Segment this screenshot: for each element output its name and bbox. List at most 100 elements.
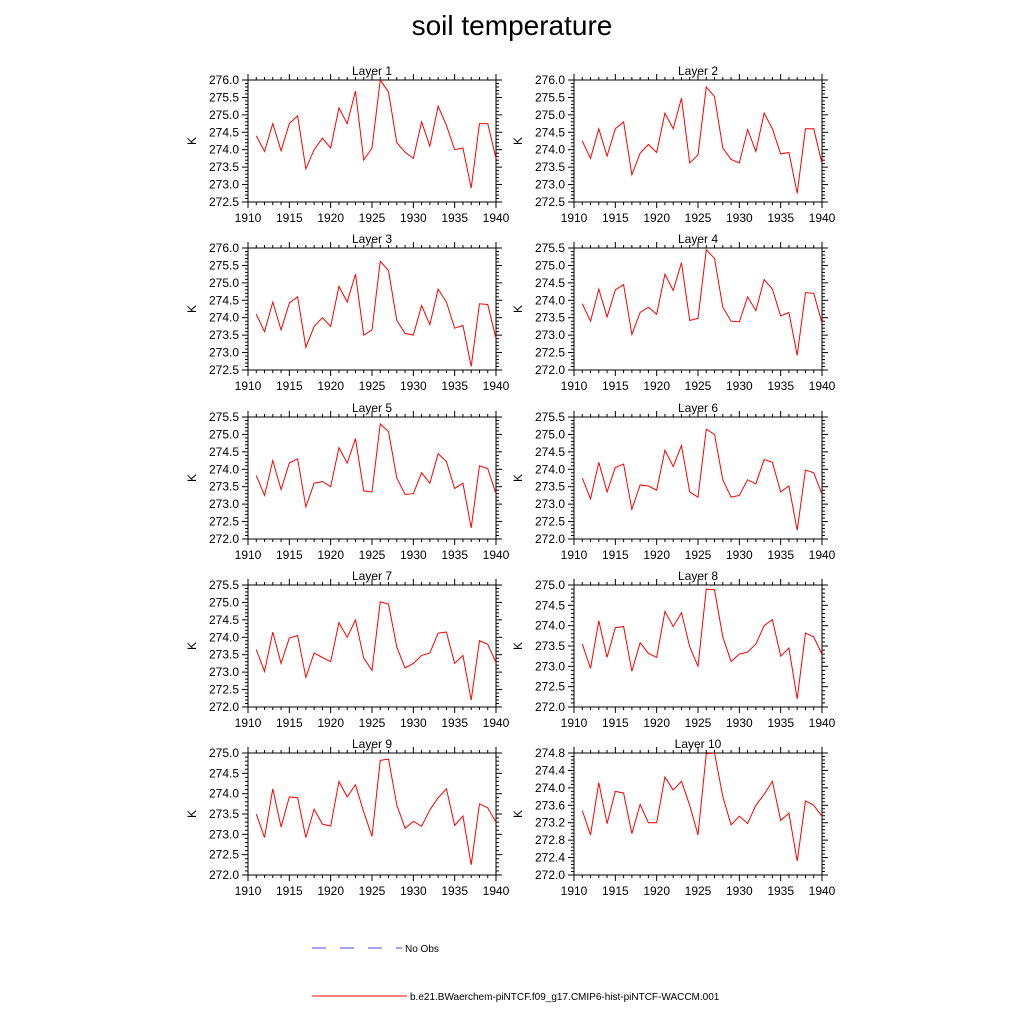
x-tick-label: 1930 <box>400 716 427 730</box>
y-tick-label: 275.5 <box>209 258 239 272</box>
y-tick-label: 273.0 <box>535 659 565 673</box>
y-tick-label: 274.0 <box>535 293 565 307</box>
series-line <box>255 601 497 701</box>
y-axis-label: K <box>185 474 199 482</box>
panel-layer-1: Layer 1 K 1910 1915 1920 1925 1930 1935 1940 272.… <box>185 64 510 225</box>
panel-title: Layer 4 <box>678 232 718 246</box>
x-tick-label: 1940 <box>483 211 510 225</box>
x-tick-label: 1920 <box>317 884 344 898</box>
panel-layer-3: Layer 3 K 1910 1915 1920 1925 1930 1935 1940 272.… <box>185 232 510 393</box>
y-tick-label: 272.5 <box>535 680 565 694</box>
x-tick-label: 1935 <box>441 379 468 393</box>
x-tick-label: 1925 <box>359 379 386 393</box>
x-tick-label: 1910 <box>561 379 588 393</box>
y-tick-label: 276.0 <box>209 73 239 87</box>
x-tick-label: 1925 <box>685 716 712 730</box>
x-tick-label: 1930 <box>400 548 427 562</box>
x-tick-label: 1930 <box>400 379 427 393</box>
y-tick-label: 274.8 <box>535 746 565 760</box>
y-tick-label: 273.2 <box>535 816 565 830</box>
y-tick-label: 275.5 <box>535 410 565 424</box>
y-tick-label: 273.5 <box>209 480 239 494</box>
y-tick-label: 274.0 <box>209 787 239 801</box>
x-tick-label: 1935 <box>767 211 794 225</box>
y-tick-label: 273.5 <box>209 648 239 662</box>
y-axis-label: K <box>511 810 525 818</box>
x-tick-label: 1930 <box>726 884 753 898</box>
x-tick-label: 1920 <box>643 716 670 730</box>
y-axis-label: K <box>511 305 525 313</box>
x-tick-label: 1910 <box>235 716 262 730</box>
x-tick-label: 1940 <box>809 884 836 898</box>
panel-title: Layer 6 <box>678 401 718 415</box>
panel-layer-9: Layer 9 K 1910 1915 1920 1925 1930 1935 1940 272.… <box>185 737 510 898</box>
y-axis-label: K <box>185 810 199 818</box>
y-tick-label: 273.0 <box>535 178 565 192</box>
y-axis-label: K <box>185 642 199 650</box>
x-tick-label: 1920 <box>643 884 670 898</box>
x-tick-label: 1920 <box>643 548 670 562</box>
y-tick-label: 272.0 <box>535 532 565 546</box>
y-tick-label: 274.5 <box>209 445 239 459</box>
y-tick-label: 275.0 <box>209 276 239 290</box>
y-tick-label: 272.0 <box>535 868 565 882</box>
x-tick-label: 1925 <box>685 211 712 225</box>
x-tick-label: 1935 <box>441 716 468 730</box>
x-tick-label: 1940 <box>483 548 510 562</box>
legend-obs-label: No Obs <box>405 944 439 955</box>
y-tick-label: 272.5 <box>535 346 565 360</box>
y-tick-label: 274.5 <box>535 125 565 139</box>
x-tick-label: 1935 <box>441 884 468 898</box>
panel-frame <box>247 416 497 540</box>
y-tick-label: 273.0 <box>535 497 565 511</box>
y-tick-label: 273.0 <box>209 665 239 679</box>
y-tick-label: 274.4 <box>535 763 565 777</box>
x-tick-label: 1920 <box>643 211 670 225</box>
y-tick-label: 273.5 <box>209 160 239 174</box>
y-tick-label: 274.0 <box>535 462 565 476</box>
x-tick-label: 1930 <box>726 548 753 562</box>
y-tick-label: 274.5 <box>535 276 565 290</box>
series-line <box>581 588 823 699</box>
x-tick-label: 1920 <box>643 379 670 393</box>
x-tick-label: 1910 <box>561 884 588 898</box>
y-tick-label: 273.5 <box>209 328 239 342</box>
x-tick-label: 1940 <box>809 716 836 730</box>
figure-title: soil temperature <box>411 10 613 41</box>
legend-model-label: b.e21.BWaerchem-piNTCF.f09_g17.CMIP6-his… <box>410 992 720 1003</box>
y-tick-label: 272.5 <box>209 515 239 529</box>
y-tick-label: 272.0 <box>535 700 565 714</box>
x-tick-label: 1920 <box>317 548 344 562</box>
y-tick-label: 274.5 <box>535 598 565 612</box>
y-tick-label: 275.0 <box>209 746 239 760</box>
x-tick-label: 1935 <box>441 548 468 562</box>
panel-title: Layer 2 <box>678 64 718 78</box>
y-axis-label: K <box>511 137 525 145</box>
x-tick-label: 1940 <box>483 884 510 898</box>
y-tick-label: 275.0 <box>535 258 565 272</box>
x-tick-label: 1915 <box>602 548 629 562</box>
y-axis-label: K <box>185 305 199 313</box>
panel-frame <box>247 752 497 876</box>
panel-layer-8: Layer 8 K 1910 1915 1920 1925 1930 1935 1940 272.… <box>511 569 836 730</box>
y-tick-label: 272.0 <box>209 868 239 882</box>
y-tick-label: 273.6 <box>535 798 565 812</box>
x-tick-label: 1940 <box>483 379 510 393</box>
y-tick-label: 272.0 <box>209 700 239 714</box>
y-tick-label: 272.5 <box>535 195 565 209</box>
y-tick-label: 273.5 <box>535 311 565 325</box>
x-tick-label: 1910 <box>235 548 262 562</box>
panel-title: Layer 7 <box>352 569 392 583</box>
panel-frame <box>573 752 823 876</box>
x-tick-label: 1915 <box>602 716 629 730</box>
x-tick-label: 1925 <box>685 379 712 393</box>
panel-layer-10: Layer 10 K 1910 1915 1920 1925 1930 1935 1940 272… <box>511 737 836 898</box>
y-tick-label: 275.0 <box>535 578 565 592</box>
x-tick-label: 1915 <box>276 211 303 225</box>
y-axis-label: K <box>511 474 525 482</box>
y-tick-label: 273.0 <box>209 497 239 511</box>
y-tick-label: 272.5 <box>209 848 239 862</box>
y-tick-label: 275.5 <box>209 90 239 104</box>
x-tick-label: 1920 <box>317 379 344 393</box>
